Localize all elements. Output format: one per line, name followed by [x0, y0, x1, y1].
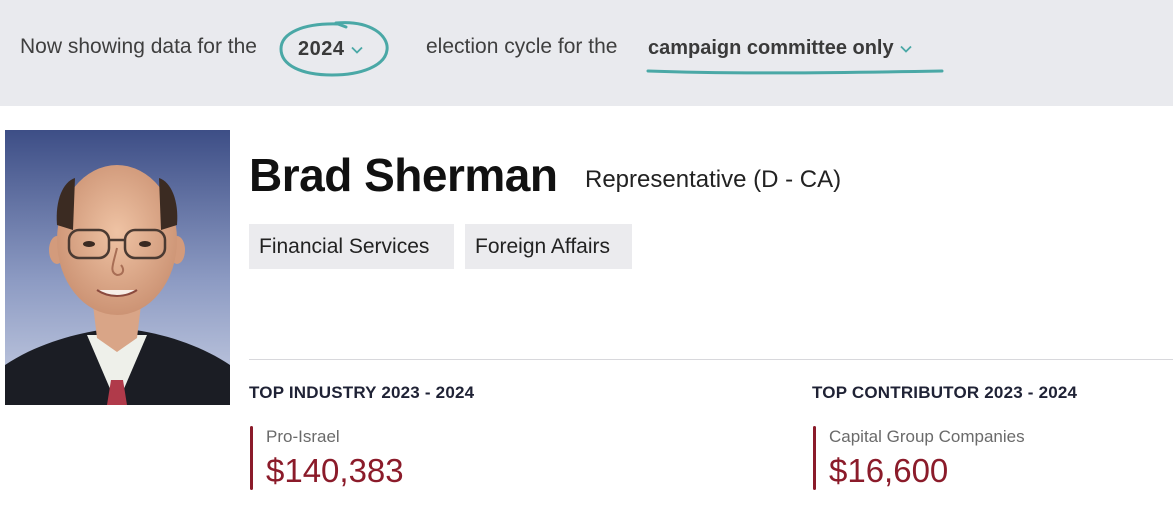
top-contributor-name[interactable]: Capital Group Companies: [829, 427, 1025, 446]
year-select-value: 2024: [298, 38, 345, 60]
scope-underline: [646, 69, 944, 75]
filter-middle-text: election cycle for the: [426, 35, 618, 58]
section-divider: [249, 359, 1173, 360]
accent-bar: [250, 426, 253, 490]
top-contributor-amount: $16,600: [829, 452, 949, 489]
scope-select[interactable]: campaign committee only: [648, 37, 912, 60]
top-industry-heading: TOP INDUSTRY 2023 - 2024: [249, 383, 475, 402]
scope-select-value: campaign committee only: [648, 37, 894, 59]
committee-tag[interactable]: Foreign Affairs: [465, 224, 632, 269]
member-portrait: [5, 130, 230, 405]
chevron-down-icon: [350, 46, 363, 54]
member-role: Representative (D - CA): [585, 166, 842, 193]
top-industry-amount: $140,383: [266, 452, 404, 489]
cycle-filter-bar: Now showing data for the 2024 election c…: [0, 0, 1173, 106]
accent-bar: [813, 426, 816, 490]
filter-prefix-text: Now showing data for the: [20, 35, 257, 58]
year-select[interactable]: 2024: [298, 38, 363, 61]
top-industry-name[interactable]: Pro-Israel: [266, 427, 340, 446]
committee-tag[interactable]: Financial Services: [249, 224, 454, 269]
chevron-down-icon: [899, 45, 912, 53]
top-contributor-heading: TOP CONTRIBUTOR 2023 - 2024: [812, 383, 1078, 402]
year-highlight-ring: [279, 21, 389, 77]
member-name: Brad Sherman: [249, 149, 558, 201]
